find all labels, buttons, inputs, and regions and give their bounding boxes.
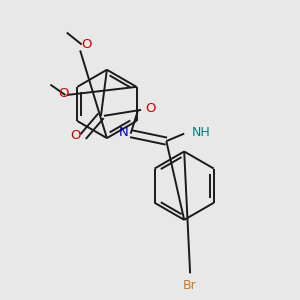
Text: methoxy: methoxy [61, 28, 67, 30]
Text: O: O [82, 38, 92, 51]
Text: methoxy: methoxy [44, 82, 50, 83]
Text: Br: Br [183, 279, 197, 292]
Text: O: O [58, 87, 68, 100]
Text: NH: NH [192, 126, 210, 139]
Text: methoxy: methoxy [43, 83, 49, 85]
Text: O: O [70, 129, 81, 142]
Text: O: O [146, 102, 156, 115]
Text: N: N [118, 126, 128, 139]
